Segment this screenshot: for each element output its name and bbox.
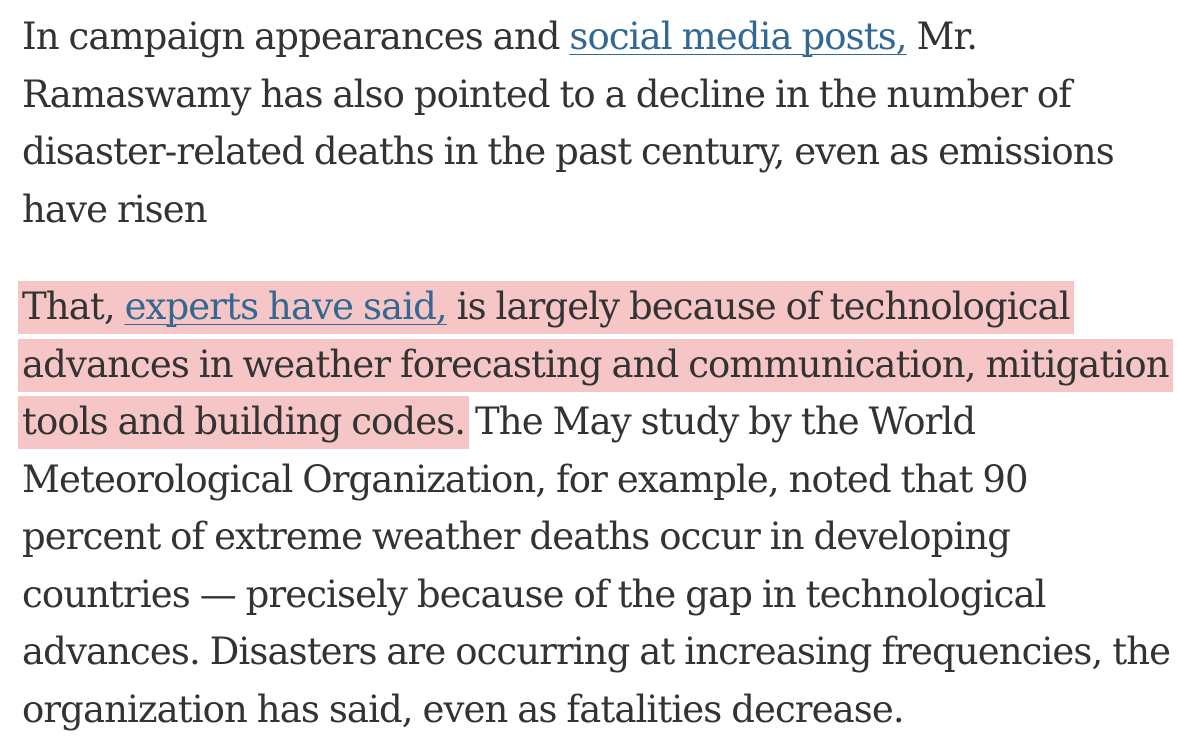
social-media-posts-link[interactable]: social media posts, xyxy=(569,15,907,58)
highlight-text-start: That, xyxy=(22,285,125,328)
paragraph-1-text-start: In campaign appearances and xyxy=(22,15,570,58)
paragraph-2: That, experts have said, is largely beca… xyxy=(18,278,1173,738)
paragraph-2-text-end: The May study by the World Meteorologica… xyxy=(22,400,1171,731)
paragraph-1: In campaign appearances and social media… xyxy=(22,8,1172,238)
highlight-text-end: is largely because of technological adva… xyxy=(22,285,1170,443)
experts-have-said-link[interactable]: experts have said, xyxy=(124,285,448,328)
article-body: In campaign appearances and social media… xyxy=(18,8,1173,738)
paragraph-1-text-end: Mr. Ramaswamy has also pointed to a decl… xyxy=(22,15,1115,231)
